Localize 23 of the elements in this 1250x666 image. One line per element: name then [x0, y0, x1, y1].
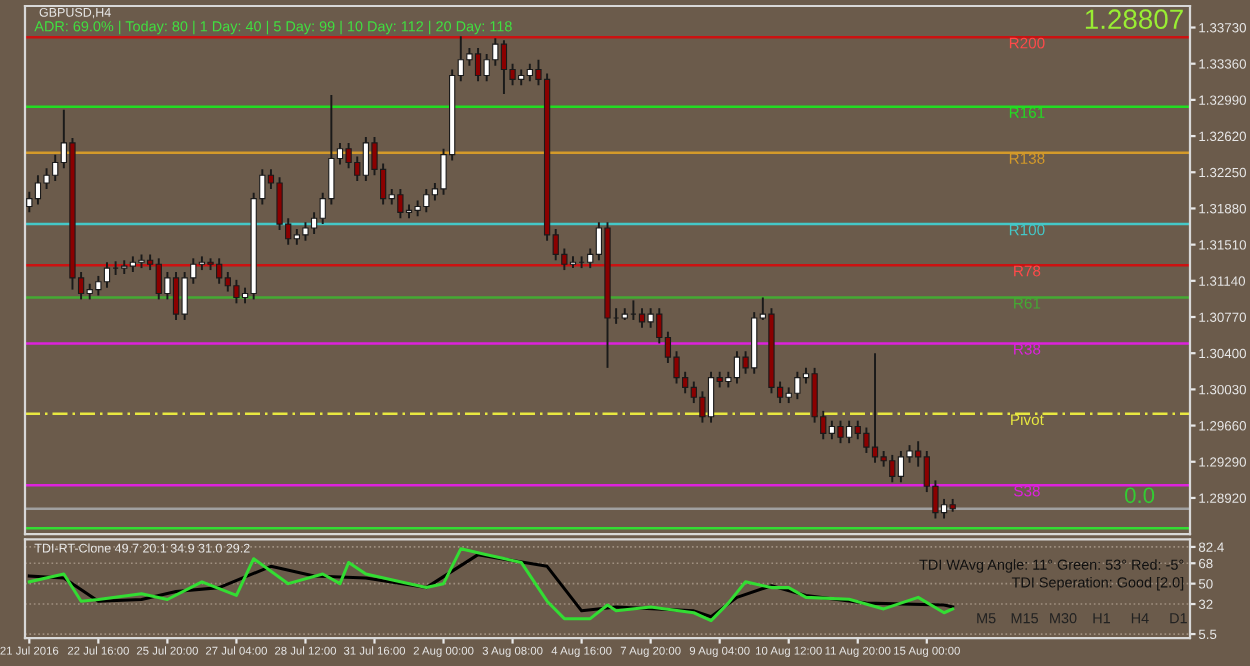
candlestick [233, 278, 240, 305]
candlestick [837, 419, 844, 445]
candlestick [362, 136, 370, 183]
candlestick [828, 419, 836, 441]
candlestick [871, 352, 879, 464]
candlestick [897, 450, 905, 484]
candlestick [845, 419, 853, 445]
candlestick [26, 190, 33, 214]
candlestick [345, 141, 352, 170]
candlestick [34, 174, 42, 206]
candlestick [733, 350, 741, 385]
candlestick [172, 271, 180, 321]
candlestick [863, 426, 870, 454]
candlestick [707, 370, 715, 424]
candlestick [474, 47, 482, 83]
candlestick [103, 261, 111, 289]
candlestick [638, 307, 646, 329]
candlestick [276, 176, 283, 231]
annotation: 0.0 [1125, 487, 1155, 504]
candlestick [302, 221, 309, 242]
annotation: 1.28807 [1085, 9, 1183, 30]
candlestick [500, 39, 508, 95]
candlestick [397, 187, 404, 220]
